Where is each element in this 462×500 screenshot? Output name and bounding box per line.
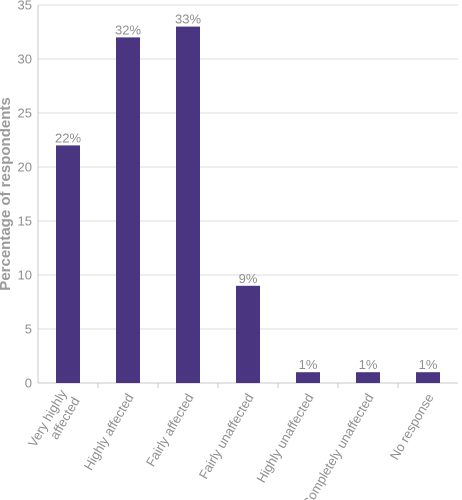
category-label: No response [387,391,437,462]
y-tick-label: 5 [25,322,32,337]
labels: 0 5 10 15 20 25 30 35 22% Very highlyaffected 32% H… [18,0,438,500]
bar-3 [176,26,200,383]
data-label: 33% [175,12,201,27]
category-label: Very highlyaffected [25,387,83,458]
y-tick-label: 35 [18,0,32,13]
y-tick-label: 20 [18,160,32,175]
data-label: 1% [299,357,318,372]
data-label: 9% [239,271,258,286]
bar-5 [296,372,320,383]
category-label: Fairly unaffected [196,391,257,482]
data-label: 1% [419,357,438,372]
bar-6 [356,372,380,383]
category-label: Highly unaffected [253,391,316,485]
bar-1 [56,145,80,383]
bar-4 [236,285,260,383]
gridlines [38,4,458,330]
bar-2 [116,37,140,384]
y-tick-label: 30 [18,52,32,67]
data-label: 1% [359,357,378,372]
y-tick-label: 25 [18,106,32,121]
data-label: 32% [115,22,141,37]
y-tick-label: 0 [25,376,32,391]
bars [56,26,440,384]
y-tick-label: 15 [18,214,32,229]
y-tick-label: 10 [18,268,32,283]
bar-7 [416,372,440,383]
data-label: 22% [55,130,81,145]
category-label: Highly affected [81,391,137,473]
y-axis-title: Percentage of respondents [0,97,14,290]
category-label: Fairly affected [143,391,197,469]
